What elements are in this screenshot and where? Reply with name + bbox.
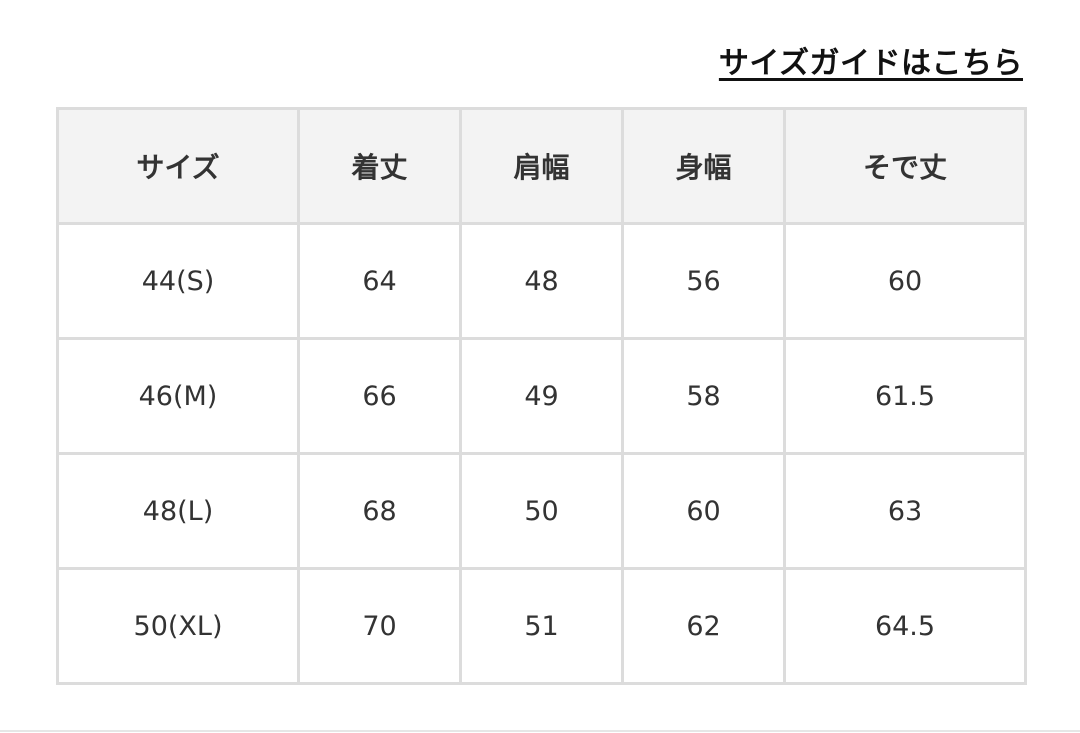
table-header-row: サイズ 着丈 肩幅 身幅 そで丈 xyxy=(56,107,1027,225)
cell-sleeve: 64.5 xyxy=(783,567,1027,685)
cell-chest: 56 xyxy=(621,222,786,340)
cell-sleeve: 60 xyxy=(783,222,1027,340)
cell-size: 50(XL) xyxy=(56,567,300,685)
cell-shoulder: 50 xyxy=(459,452,624,570)
cell-size: 44(S) xyxy=(56,222,300,340)
cell-length: 64 xyxy=(297,222,462,340)
cell-length: 70 xyxy=(297,567,462,685)
header-length: 着丈 xyxy=(297,107,462,225)
cell-size: 46(M) xyxy=(56,337,300,455)
table-row: 50(XL) 70 51 62 64.5 xyxy=(56,567,1027,685)
cell-chest: 60 xyxy=(621,452,786,570)
cell-length: 68 xyxy=(297,452,462,570)
header-size: サイズ xyxy=(56,107,300,225)
cell-size: 48(L) xyxy=(56,452,300,570)
table-row: 44(S) 64 48 56 60 xyxy=(56,222,1027,340)
cell-shoulder: 51 xyxy=(459,567,624,685)
header-shoulder: 肩幅 xyxy=(459,107,624,225)
cell-sleeve: 61.5 xyxy=(783,337,1027,455)
size-table: サイズ 着丈 肩幅 身幅 そで丈 44(S) 64 48 56 60 46(M)… xyxy=(56,107,1027,685)
cell-shoulder: 49 xyxy=(459,337,624,455)
cell-chest: 62 xyxy=(621,567,786,685)
size-guide-link[interactable]: サイズガイドはこちら xyxy=(718,46,1023,81)
header-chest: 身幅 xyxy=(621,107,786,225)
cell-length: 66 xyxy=(297,337,462,455)
cell-chest: 58 xyxy=(621,337,786,455)
cell-shoulder: 48 xyxy=(459,222,624,340)
divider xyxy=(0,730,1080,732)
table-row: 46(M) 66 49 58 61.5 xyxy=(56,337,1027,455)
header-sleeve: そで丈 xyxy=(783,107,1027,225)
table-row: 48(L) 68 50 60 63 xyxy=(56,452,1027,570)
cell-sleeve: 63 xyxy=(783,452,1027,570)
